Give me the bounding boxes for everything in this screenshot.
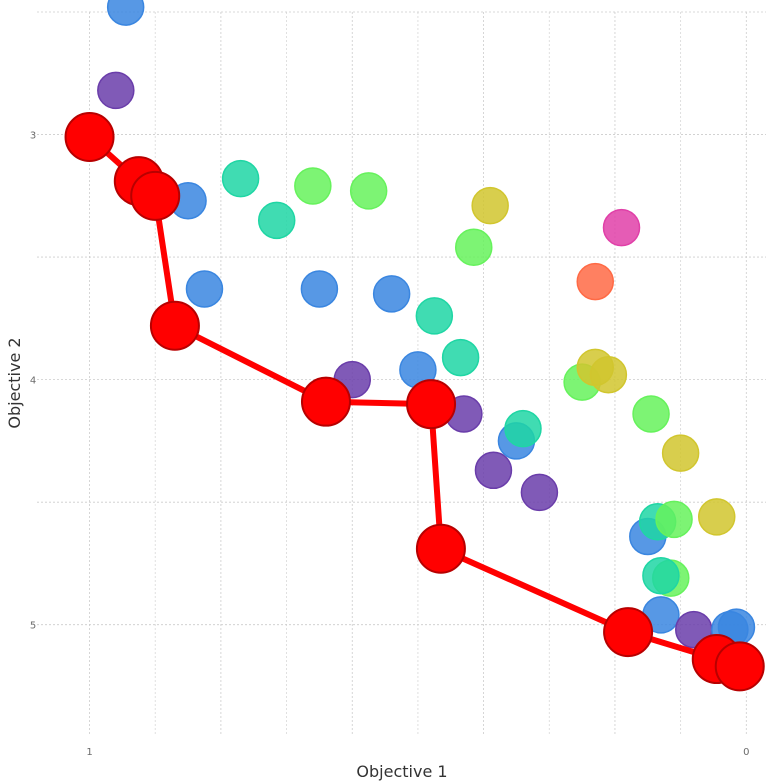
scatter-point (257, 201, 296, 240)
scatter-point (294, 167, 332, 205)
x-tick-label: 1 (86, 747, 92, 758)
y-tick-label: 4 (30, 376, 36, 387)
scatter-point (474, 451, 513, 490)
x-tick-label: 0 (743, 747, 749, 758)
pareto-front-point (149, 300, 200, 351)
scatter-point (576, 348, 614, 387)
tick-labels: 1 0 3 4 5 (30, 131, 750, 758)
scatter-point (221, 159, 260, 198)
scatter-point (504, 409, 542, 448)
pareto-front (64, 111, 765, 692)
pareto-front-point (714, 641, 765, 692)
scatter-point (300, 270, 339, 308)
scatter-point (349, 172, 388, 210)
pareto-front-point (130, 170, 181, 221)
scatter-point (520, 473, 559, 512)
scatter-point (642, 556, 680, 595)
y-tick-label: 5 (30, 621, 36, 632)
scatter-point (185, 270, 224, 308)
scatter-point (655, 500, 693, 539)
scatter-point (697, 498, 736, 536)
scatter-point (576, 262, 614, 301)
grid (37, 11, 766, 735)
scatter-point (97, 71, 135, 110)
x-axis-title: Objective 1 (356, 762, 447, 781)
scatter-point (632, 395, 670, 433)
scatter-point (661, 434, 700, 472)
pareto-front-point (603, 607, 654, 658)
pareto-front-point (64, 111, 115, 162)
scatter-point (471, 186, 509, 225)
pareto-front-point (406, 379, 457, 430)
pareto-front-point (415, 523, 466, 574)
y-axis-title: Objective 2 (5, 337, 24, 428)
scatter-point (106, 0, 145, 26)
pareto-front-point (300, 376, 351, 427)
scatter-point (602, 208, 641, 247)
scatter-point (415, 297, 454, 335)
scatter-point (372, 275, 411, 313)
scatter-points (97, 0, 756, 649)
y-tick-label: 3 (30, 131, 36, 142)
scatter-point (454, 228, 493, 267)
scatter-point (441, 338, 480, 377)
